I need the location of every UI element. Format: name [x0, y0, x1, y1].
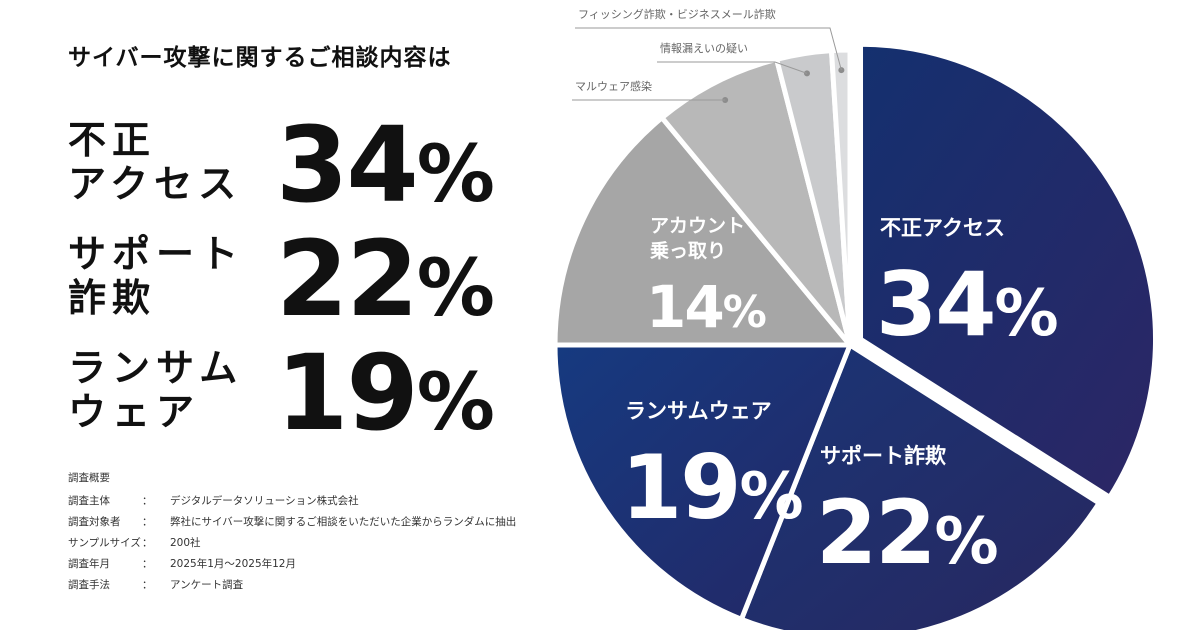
- pie-slice: [659, 56, 853, 348]
- stat-label: サポート 詐欺: [68, 232, 245, 320]
- slice-value-label: 34%: [876, 253, 1057, 356]
- survey-title: 調査概要: [68, 472, 110, 484]
- slice-name-label: 乗っ取り: [650, 240, 726, 262]
- slice-value-label: 22%: [816, 481, 997, 584]
- callout-dot: [838, 67, 845, 74]
- slice-value-label: 19%: [621, 436, 802, 539]
- stat-label: 不正 アクセス: [68, 118, 243, 206]
- survey-row: 調査年月： 2025年1月〜2025年12月: [68, 558, 296, 570]
- slice-name-label: アカウント: [650, 215, 745, 237]
- stat-value: 22%: [276, 218, 495, 340]
- survey-overview: 調査概要 調査主体：デジタルデータソリューション株式会社 調査対象者：弊社にサイ…: [68, 470, 516, 596]
- stat-value: 19%: [276, 332, 495, 454]
- survey-row: 調査手法：アンケート調査: [68, 579, 244, 591]
- pie-slice: [828, 47, 853, 348]
- survey-row: サンプルサイズ： 200社: [68, 537, 201, 549]
- slice-name-label: サポート詐欺: [820, 444, 946, 468]
- stat-unauthorized-access: 不正 アクセス 34%: [68, 110, 538, 228]
- callout-label: フィッシング詐欺・ビジネスメール詐欺: [578, 7, 776, 21]
- slice-name-label: 不正アクセス: [880, 216, 1005, 240]
- pie-slice: [738, 342, 1102, 630]
- stat-value: 34%: [276, 104, 495, 226]
- slice-name-label: ランサムウェア: [625, 399, 772, 423]
- callout-line: [657, 61, 808, 74]
- pie-slice: [858, 41, 1159, 500]
- pie-slice: [552, 342, 853, 622]
- pie-slice: [552, 115, 853, 348]
- callout-label: マルウェア感染: [575, 79, 652, 93]
- callout-label: 情報漏えいの疑い: [660, 42, 748, 55]
- headline: サイバー攻撃に関するご相談内容は: [68, 45, 452, 71]
- stat-ransomware: ランサム ウェア 19%: [68, 338, 538, 456]
- survey-row: 調査主体：デジタルデータソリューション株式会社: [68, 495, 359, 507]
- stat-support-scam: サポート 詐欺 22%: [68, 224, 538, 342]
- survey-row: 調査対象者：弊社にサイバー攻撃に関するご相談をいただいた企業からランダムに抽出: [68, 516, 517, 528]
- slice-value-label: 14%: [646, 273, 766, 341]
- stat-label: ランサム ウェア: [68, 346, 244, 434]
- pie-chart: マルウェア感染 情報漏えいの疑い フィッシング詐欺・ビジネスメール詐欺 不正アクセス…: [552, 7, 1159, 630]
- callout-line: [575, 27, 842, 71]
